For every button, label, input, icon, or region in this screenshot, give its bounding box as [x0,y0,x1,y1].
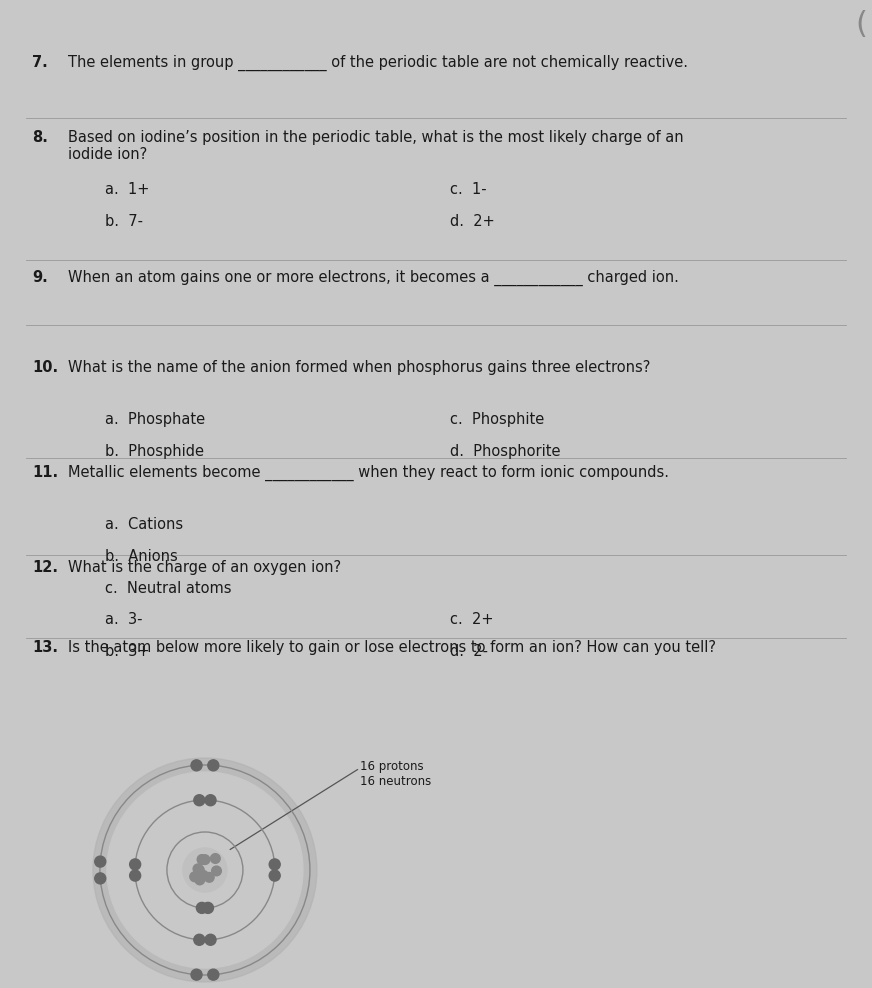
Circle shape [208,760,219,771]
Circle shape [269,870,280,881]
Circle shape [212,866,221,875]
Circle shape [194,865,204,874]
Circle shape [195,875,205,884]
Text: b.  Anions: b. Anions [105,549,178,564]
Circle shape [205,794,216,806]
Text: 10.: 10. [32,360,58,375]
Circle shape [95,857,106,867]
Circle shape [205,935,216,946]
Text: 8.: 8. [32,130,48,145]
Text: c.  Neutral atoms: c. Neutral atoms [105,581,231,596]
Circle shape [191,760,202,771]
Text: b.  7-: b. 7- [105,214,143,229]
Text: b.  Phosphide: b. Phosphide [105,444,204,459]
Text: When an atom gains one or more electrons, it becomes a ____________ charged ion.: When an atom gains one or more electrons… [68,270,679,287]
Text: What is the charge of an oxygen ion?: What is the charge of an oxygen ion? [68,560,341,575]
Text: b.  3+: b. 3+ [105,644,149,659]
Text: 11.: 11. [32,465,58,480]
Circle shape [128,793,282,947]
Text: (: ( [855,10,867,39]
Text: 9.: 9. [32,270,48,285]
Circle shape [107,772,303,968]
Text: a.  1+: a. 1+ [105,182,149,197]
Circle shape [174,839,236,901]
Text: 12.: 12. [32,560,58,575]
Text: c.  1-: c. 1- [450,182,487,197]
Text: d.  Phosphorite: d. Phosphorite [450,444,561,459]
Text: What is the name of the anion formed when phosphorus gains three electrons?: What is the name of the anion formed whe… [68,360,651,375]
Text: d.  2+: d. 2+ [450,214,494,229]
Circle shape [190,872,200,881]
Text: d.  2-: d. 2- [450,644,488,659]
Text: Metallic elements become ____________ when they react to form ionic compounds.: Metallic elements become ____________ wh… [68,465,669,481]
Circle shape [93,758,317,982]
Circle shape [194,794,205,806]
Text: The elements in group ____________ of the periodic table are not chemically reac: The elements in group ____________ of th… [68,55,688,71]
Circle shape [130,870,140,881]
Text: 16 protons
16 neutrons: 16 protons 16 neutrons [360,760,432,788]
Circle shape [183,848,227,892]
Circle shape [193,864,203,873]
Text: Is the atom below more likely to gain or lose electrons to form an ion? How can : Is the atom below more likely to gain or… [68,640,716,655]
Circle shape [199,870,208,880]
Circle shape [194,935,205,946]
Circle shape [130,859,140,869]
Circle shape [191,969,202,980]
Circle shape [204,872,215,882]
Text: c.  2+: c. 2+ [450,612,494,627]
Text: a.  Cations: a. Cations [105,517,183,532]
Circle shape [142,807,268,933]
Circle shape [210,854,221,864]
Circle shape [197,855,207,864]
Circle shape [200,855,210,864]
Text: a.  Phosphate: a. Phosphate [105,412,205,427]
Circle shape [208,969,219,980]
Circle shape [269,859,280,869]
Circle shape [196,902,208,913]
Text: a.  3-: a. 3- [105,612,142,627]
Text: Based on iodine’s position in the periodic table, what is the most likely charge: Based on iodine’s position in the period… [68,130,684,162]
Text: 13.: 13. [32,640,58,655]
Text: 7.: 7. [32,55,48,70]
Text: c.  Phosphite: c. Phosphite [450,412,544,427]
Circle shape [160,825,250,915]
Circle shape [95,872,106,884]
Circle shape [202,902,214,913]
